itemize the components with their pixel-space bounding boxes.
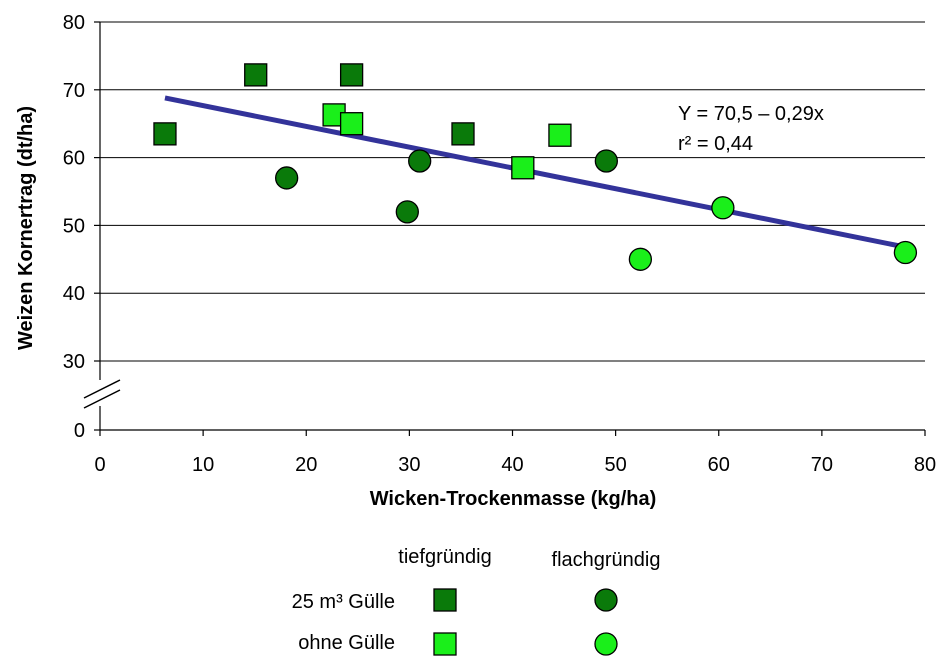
y-tick-label: 80 — [63, 12, 85, 34]
x-tick-label: 70 — [811, 454, 833, 476]
axes — [94, 21, 926, 436]
data-point-square — [511, 156, 535, 180]
legend-marker-tief-ohne — [433, 632, 457, 656]
legend-markers — [433, 588, 618, 656]
legend-row-25-guelle: 25 m³ Gülle — [292, 591, 395, 613]
axis-break-stroke — [83, 379, 121, 399]
x-tick-label: 40 — [501, 454, 523, 476]
y-tick-label: 0 — [74, 420, 85, 442]
axis-break-mark — [83, 379, 121, 409]
gridlines — [100, 21, 925, 362]
legend-row-ohne-guelle: ohne Gülle — [298, 632, 395, 654]
x-tick-labels: 0 10 20 30 40 50 60 70 80 — [94, 454, 936, 476]
data-point-circle — [275, 166, 299, 190]
y-tick-label: 70 — [63, 80, 85, 102]
regression-equation: Y = 70,5 – 0,29x — [678, 103, 824, 125]
y-tick-label: 50 — [63, 215, 85, 237]
x-tick-label: 20 — [295, 454, 317, 476]
y-tick-label: 60 — [63, 148, 85, 170]
x-tick-label: 60 — [708, 454, 730, 476]
legend-marker-tief-guelle — [433, 588, 457, 612]
data-point-square — [244, 63, 268, 87]
x-tick-label: 50 — [605, 454, 627, 476]
data-point-circle — [594, 149, 618, 173]
legend-col-tiefgruendig: tiefgründig — [398, 546, 491, 568]
data-point-circle — [395, 200, 419, 224]
x-tick-label: 0 — [94, 454, 105, 476]
legend-col-flachgruendig: flachgründig — [552, 549, 661, 571]
data-point-circle — [628, 247, 653, 271]
y-tick-label: 40 — [63, 283, 85, 305]
data-points — [153, 63, 918, 271]
y-tick-label: 30 — [63, 351, 85, 373]
data-point-circle — [711, 196, 735, 220]
data-point-square — [339, 112, 364, 136]
y-tick-labels: 80 70 60 50 40 30 0 — [63, 12, 85, 442]
axis-break-gap — [96, 380, 104, 406]
y-axis-title: Weizen Kornertrag (dt/ha) — [15, 106, 37, 350]
x-tick-label: 30 — [398, 454, 420, 476]
regression-line-group — [164, 95, 906, 250]
data-point-square — [451, 122, 475, 146]
x-axis-title: Wicken-Trockenmasse (kg/ha) — [370, 488, 657, 510]
data-point-circle — [408, 149, 432, 173]
data-point-square — [548, 123, 572, 147]
legend-marker-flach-ohne — [594, 632, 618, 656]
regression-r2: r² = 0,44 — [678, 133, 753, 155]
x-tick-label: 80 — [914, 454, 936, 476]
data-point-square — [153, 122, 177, 146]
x-tick-label: 10 — [192, 454, 214, 476]
axis-break-stroke — [83, 389, 121, 409]
regression-line — [164, 95, 906, 250]
data-point-circle — [893, 240, 918, 265]
data-point-square — [339, 63, 364, 87]
legend: tiefgründig flachgründig 25 m³ Gülle ohn… — [292, 546, 661, 656]
legend-marker-flach-guelle — [594, 588, 618, 612]
